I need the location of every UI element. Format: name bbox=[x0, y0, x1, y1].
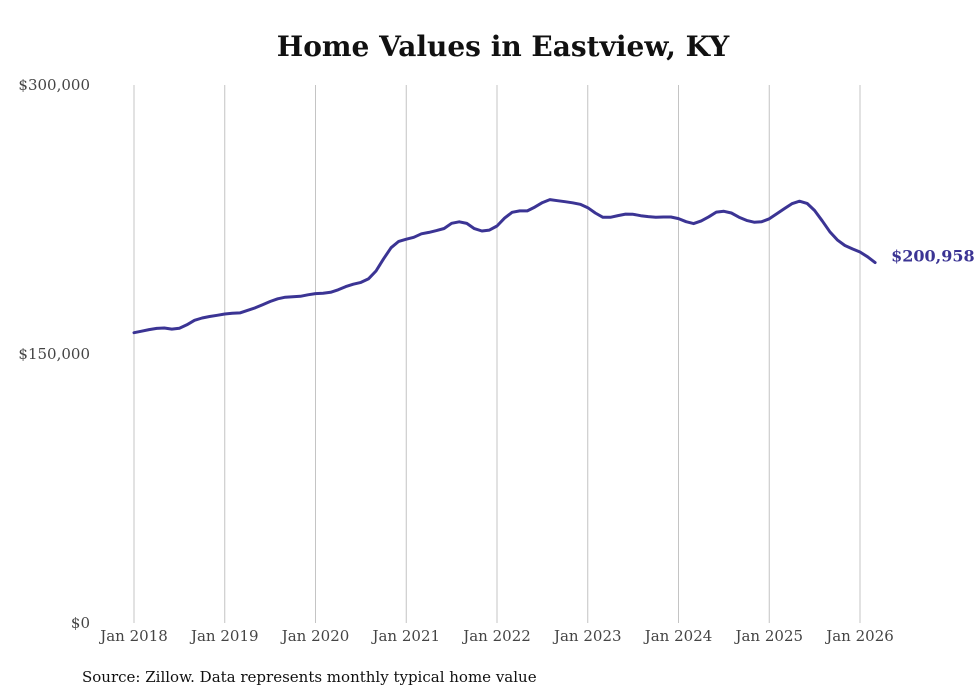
x-tick-label: Jan 2020 bbox=[280, 627, 350, 645]
y-tick-label: $0 bbox=[71, 614, 90, 632]
gridlines bbox=[133, 85, 861, 623]
source-note: Source: Zillow. Data represents monthly … bbox=[82, 668, 537, 686]
series-layer bbox=[132, 198, 877, 335]
home-value-line bbox=[132, 198, 877, 335]
x-tick-label: Jan 2023 bbox=[552, 627, 622, 645]
x-tick-label: Jan 2019 bbox=[189, 627, 259, 645]
line-chart: $0$150,000$300,000 Jan 2018 Jan 2019 Jan 2… bbox=[18, 76, 975, 645]
x-tick-label: Jan 2026 bbox=[824, 627, 894, 645]
end-label-layer: $200,958 bbox=[891, 247, 975, 266]
end-value-label: $200,958 bbox=[891, 247, 975, 266]
y-tick-label: $300,000 bbox=[18, 76, 90, 94]
x-axis-ticks: Jan 2018 Jan 2019 Jan 2020 Jan 2021 Jan 2022… bbox=[98, 627, 894, 645]
x-tick-label: Jan 2018 bbox=[98, 627, 168, 645]
y-axis-ticks: $0 $150,000 $300,000 bbox=[18, 76, 90, 632]
x-tick-label: Jan 2024 bbox=[643, 627, 713, 645]
chart-title: Home Values in Eastview, KY bbox=[276, 30, 730, 63]
y-tick-label: $150,000 bbox=[18, 345, 90, 363]
x-tick-label: Jan 2025 bbox=[733, 627, 803, 645]
x-tick-label: Jan 2022 bbox=[461, 627, 531, 645]
x-tick-label: Jan 2021 bbox=[370, 627, 440, 645]
